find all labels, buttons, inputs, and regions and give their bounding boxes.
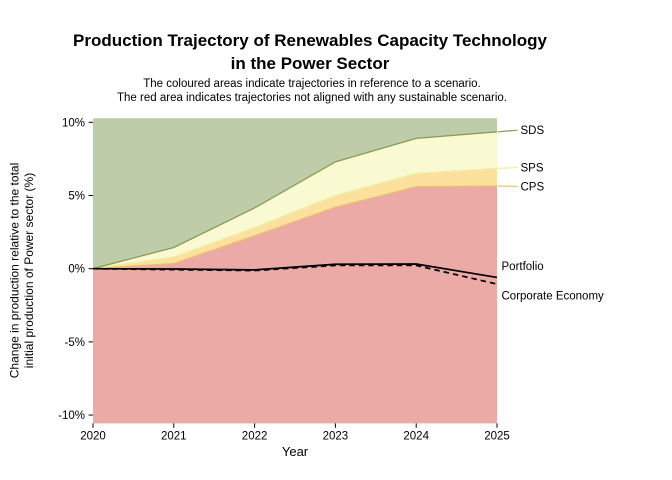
x-tick-label: 2020 — [80, 431, 106, 443]
sps-label: SPS — [521, 163, 544, 175]
chart-title: Production Trajectory of Renewables Capa… — [0, 29, 620, 75]
cps-scenario-area — [93, 168, 497, 269]
cps-label: CPS — [521, 181, 545, 193]
corporate-economy-label: Corporate Economy — [502, 290, 605, 302]
y-tick-label: -5% — [65, 337, 85, 349]
x-axis-title: Year — [282, 444, 309, 459]
sps-scenario-area — [93, 131, 497, 269]
chart-subtitle-line2: The red area indicates trajectories not … — [117, 92, 507, 104]
sds-label: SDS — [521, 125, 545, 137]
y-axis-title-line2: initial production of Power sector (%) — [22, 173, 36, 368]
x-tick-label: 2021 — [161, 431, 187, 443]
chart-title-line1: Production Trajectory of Renewables Capa… — [73, 31, 547, 50]
y-tick-label: -10% — [58, 410, 85, 422]
cps-boundary-line — [92, 185, 498, 270]
sds-boundary-line — [92, 131, 498, 270]
chart-title-line2: in the Power Sector — [230, 54, 390, 73]
x-tick-label: 2025 — [484, 431, 510, 443]
sps-leader-line — [497, 166, 518, 170]
sds-scenario-area — [93, 118, 497, 269]
y-tick-label: 0% — [68, 264, 85, 276]
y-axis-title-line1: Change in production relative to the tot… — [8, 163, 22, 378]
portfolio-label: Portfolio — [502, 261, 544, 273]
x-tick-label: 2024 — [403, 431, 429, 443]
y-tick-label: 10% — [62, 117, 85, 129]
sps-boundary-line — [92, 167, 498, 270]
not-aligned-area — [93, 185, 497, 424]
chart-subtitle-line1: The coloured areas indicate trajectories… — [143, 78, 481, 90]
chart-subtitle: The coloured areas indicate trajectories… — [0, 77, 624, 105]
y-tick-label: 5% — [68, 191, 85, 203]
x-tick-label: 2022 — [242, 431, 268, 443]
sds-leader-line — [497, 129, 518, 133]
corporate-economy-line — [92, 264, 498, 285]
x-tick-label: 2023 — [323, 431, 349, 443]
